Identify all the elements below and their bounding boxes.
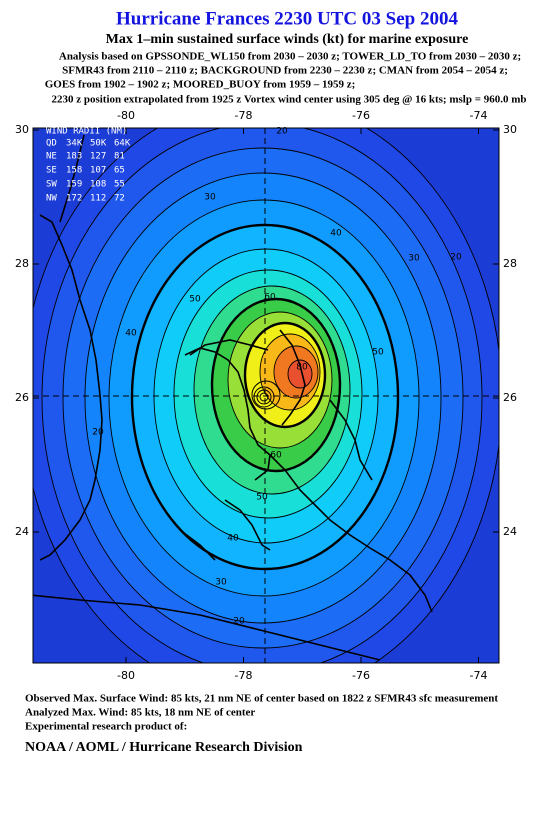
contour-label: 20 (450, 253, 462, 263)
note: 2230 z position extrapolated from 1925 z… (51, 94, 526, 106)
florida-coast (59, 134, 85, 223)
note: Analysis based on GPSSONDE_WL150 from 20… (59, 51, 521, 63)
isotach (41, 128, 483, 663)
contour-label: 30 (215, 578, 227, 588)
note: SFMR43 from 2110 – 2110 z; BACKGROUND fr… (62, 65, 508, 77)
isotach (173, 269, 363, 519)
title: Hurricane Frances 2230 UTC 03 Sep 2004 (116, 8, 458, 29)
contour-label: 40 (330, 229, 342, 239)
wind-radii-header: QD (46, 139, 57, 149)
wind-radii-cell: SE (46, 166, 57, 176)
map-frame (32, 127, 500, 664)
eye-contour (251, 380, 281, 410)
lat-tick-label: 30 (503, 123, 517, 136)
eye-contour (256, 389, 272, 405)
exuma-chain (269, 454, 433, 613)
contour-label: 30 (408, 254, 420, 264)
lon-tick-label: -74 (470, 109, 488, 122)
footer-line: Analyzed Max. Wind: 85 kts, 18 nm NE of … (25, 707, 255, 719)
isotach (62, 147, 464, 649)
credit: NOAA / AOML / Hurricane Research Divisio… (25, 740, 303, 755)
lon-tick-label: -76 (352, 109, 370, 122)
contour-label: 80 (296, 363, 308, 373)
andros (224, 499, 271, 551)
contour-label: 20 (233, 617, 245, 627)
wind-radii-cell: 72 (114, 194, 125, 204)
contour-label: 50 (189, 295, 201, 305)
lat-tick-label: 28 (503, 257, 517, 270)
lon-tick-label: -78 (235, 669, 253, 682)
note: GOES from 1902 – 1902 z; MOORED_BUOY fro… (45, 79, 356, 91)
wind-radii-header: 34K (66, 139, 83, 149)
isotach (84, 172, 442, 624)
eye-contour (253, 386, 275, 408)
wind-radii-header: 50K (90, 139, 107, 149)
wind-radii-cell: NW (46, 194, 57, 204)
eye-contour (259, 392, 269, 402)
footer-line: Experimental research product of: (25, 721, 187, 733)
contour-label: 40 (227, 534, 239, 544)
isotach (273, 345, 319, 399)
lat-tick-label: 28 (15, 257, 29, 270)
contour-label: 20 (92, 428, 104, 438)
contour-label: 60 (264, 293, 276, 303)
wind-radii-cell: 183 (66, 152, 82, 162)
coastlines (33, 134, 433, 661)
contour-label: 50 (372, 348, 384, 358)
contour-label: 20 (276, 127, 288, 137)
lon-tick-label: -76 (352, 669, 370, 682)
lat-tick-label: 30 (15, 123, 29, 136)
florida-coast (39, 214, 103, 561)
isotach (227, 311, 333, 449)
wind-radii-cell: SW (46, 180, 57, 190)
lat-tick-label: 24 (503, 525, 517, 538)
wind-radii-cell: 158 (66, 166, 82, 176)
subtitle: Max 1–min sustained surface winds (kt) f… (106, 32, 469, 47)
wind-radii-cell: NE (46, 152, 57, 162)
isotach (210, 297, 342, 473)
lon-tick-label: -74 (470, 669, 488, 682)
abaco-grand-bahama (184, 347, 271, 481)
isotach (193, 285, 351, 495)
wind-band (288, 360, 312, 388)
wind-radii-cell: 55 (114, 180, 125, 190)
contour-label: 30 (204, 193, 216, 203)
wind-radii-cell: 127 (90, 152, 106, 162)
wind-radii-header: 64K (114, 139, 131, 149)
lat-tick-label: 26 (503, 391, 517, 404)
isotach (287, 359, 313, 389)
wind-radii-cell: 81 (114, 152, 125, 162)
wind-radii-cell: 107 (90, 166, 106, 176)
footer-line: Observed Max. Surface Wind: 85 kts, 21 n… (25, 693, 498, 705)
isotach (243, 321, 327, 429)
contours (33, 128, 499, 663)
lon-tick-label: -78 (235, 109, 253, 122)
contour-label: 40 (125, 329, 137, 339)
eleuthera (329, 399, 373, 481)
wind-radii-cell: 65 (114, 166, 125, 176)
eye (251, 380, 281, 410)
wind-radii-title: WIND RADII (NM) (46, 127, 127, 137)
lon-tick-label: -80 (117, 109, 135, 122)
wind-radii-cell: 172 (66, 194, 82, 204)
cay-sal (179, 529, 216, 561)
wind-radii-cell: 108 (90, 180, 106, 190)
grand-bahama (189, 339, 269, 356)
abaco (279, 329, 306, 426)
wind-radii-cell: 159 (66, 180, 82, 190)
wind-radii-cell: 112 (90, 194, 106, 204)
contour-label: 60 (270, 451, 282, 461)
contour-label: 50 (256, 493, 268, 503)
lat-tick-label: 24 (15, 525, 29, 538)
isotach (259, 333, 321, 411)
cuba-coast (33, 594, 381, 661)
lon-tick-label: -80 (117, 669, 135, 682)
isotach (108, 199, 420, 597)
lat-tick-label: 26 (15, 391, 29, 404)
